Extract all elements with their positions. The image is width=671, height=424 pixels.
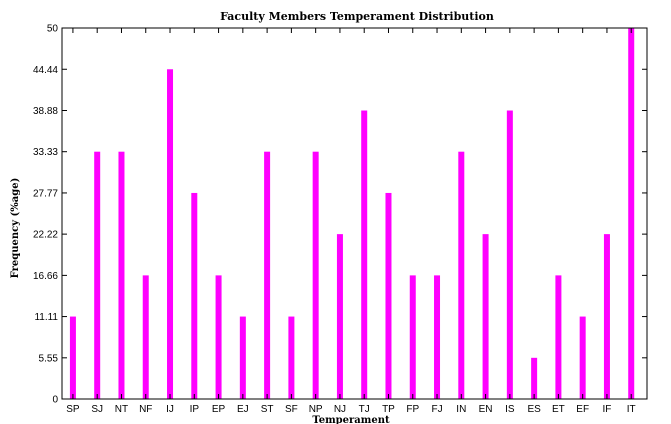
x-tick-label: ST: [261, 404, 274, 415]
bar-it: [628, 28, 635, 399]
axes-box: [61, 27, 648, 400]
bar-ej: [239, 316, 246, 399]
x-tick-label: IF: [603, 404, 612, 415]
bar-sf: [288, 316, 295, 399]
x-tick-label: TJ: [359, 404, 370, 415]
y-tick-label: 5.55: [39, 353, 59, 364]
bar-et: [555, 275, 562, 399]
bar-nt: [118, 151, 125, 399]
bar-nf: [142, 275, 149, 399]
bar-in: [458, 151, 465, 399]
bar-fj: [434, 275, 441, 399]
bar-nj: [336, 234, 343, 399]
bar-en: [482, 234, 489, 399]
y-tick-label: 11.11: [34, 312, 58, 323]
bar-es: [531, 357, 538, 399]
chart-title: Faculty Members Temperament Distribution: [220, 10, 494, 23]
bar-ip: [191, 192, 198, 399]
x-axis-label: Temperament: [312, 415, 390, 424]
x-tick-label: IP: [190, 404, 200, 415]
x-tick-label: FJ: [431, 404, 442, 415]
x-tick-label: TP: [382, 404, 395, 415]
x-tick-label: SJ: [91, 404, 103, 415]
x-tick-label: NF: [139, 404, 152, 415]
bar-tj: [361, 110, 368, 399]
bar-if: [603, 234, 610, 399]
x-tick-label: IN: [456, 404, 466, 415]
bar-sj: [94, 151, 101, 399]
y-tick-label: 27.77: [33, 188, 58, 199]
y-tick-label: 38.88: [33, 106, 58, 117]
x-tick-label: ET: [552, 404, 565, 415]
bar-tp: [385, 192, 392, 399]
bar-fp: [409, 275, 416, 399]
y-tick-label: 44.44: [33, 65, 58, 76]
x-tick-label: IT: [627, 404, 636, 415]
y-tick-label: 0: [52, 395, 58, 406]
x-tick-label: SP: [66, 404, 80, 415]
x-tick-label: EJ: [237, 404, 249, 415]
x-tick-label: NP: [309, 404, 323, 415]
bar-st: [264, 151, 271, 399]
x-tick-label: IS: [505, 404, 515, 415]
x-tick-label: FP: [406, 404, 419, 415]
plot-area: 0 5.55 11.11 16.66 22.22 27.77 33.33 38.88 44.44…: [33, 24, 648, 415]
bar-ef: [579, 316, 586, 399]
y-tick-label: 33.33: [33, 147, 58, 158]
x-tick-label: NJ: [334, 404, 346, 415]
y-tick-label: 16.66: [33, 271, 58, 282]
x-tick-label: ES: [527, 404, 541, 415]
x-tick-label: EP: [212, 404, 226, 415]
y-tick-label: 50: [47, 24, 59, 35]
bar-np: [312, 151, 319, 399]
x-tick-label: EF: [576, 404, 589, 415]
bar-sp: [69, 316, 76, 399]
x-tick-label: SF: [285, 404, 298, 415]
y-axis-label: Frequency (%age): [10, 178, 21, 279]
x-tick-label: IJ: [166, 404, 174, 415]
x-tick-label: NT: [115, 404, 128, 415]
x-tick-label: EN: [479, 404, 493, 415]
y-tick-label: 22.22: [33, 230, 58, 241]
bar-is: [506, 110, 513, 399]
bar-ep: [215, 275, 222, 399]
bar-ij: [167, 69, 174, 399]
